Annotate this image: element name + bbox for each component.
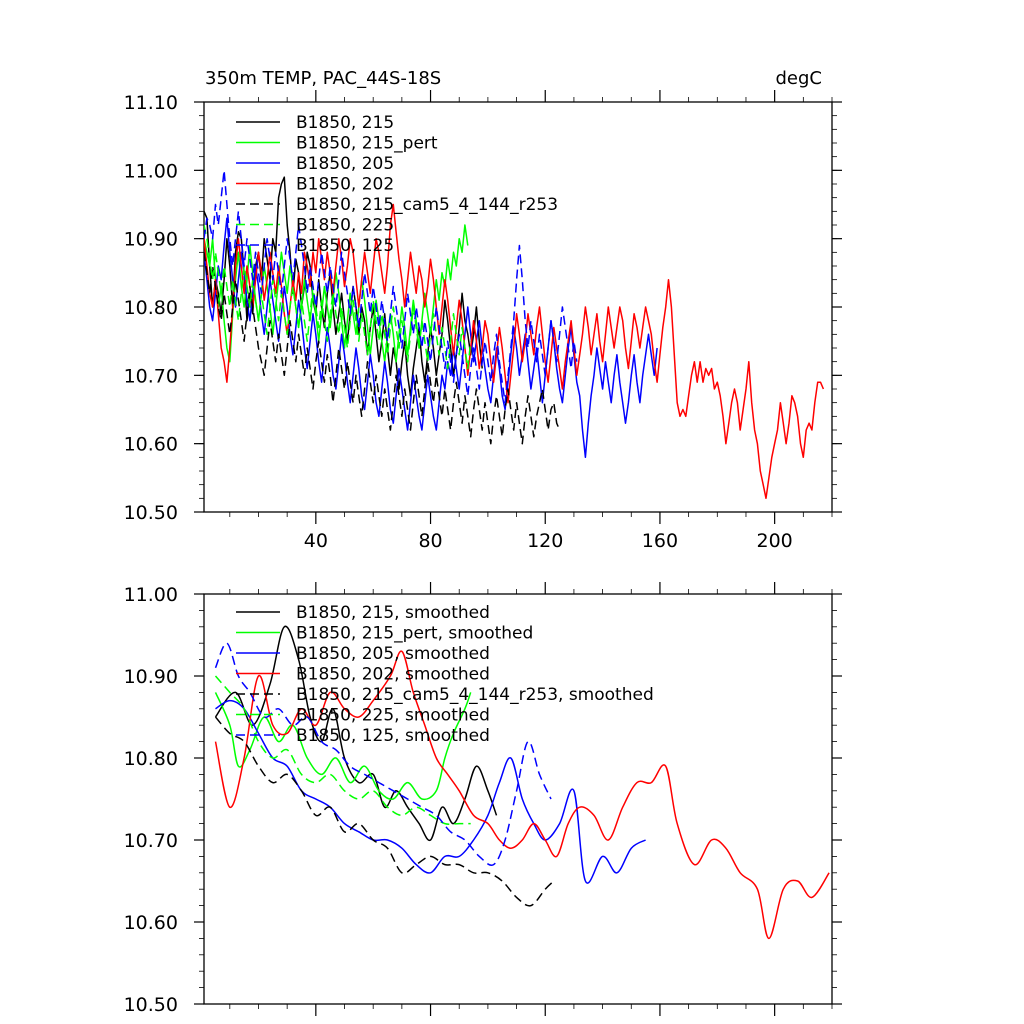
- x-tick-label: 160: [642, 530, 678, 552]
- legend-label: B1850, 202: [296, 175, 394, 195]
- y-tick-label: 10.90: [124, 666, 178, 688]
- series-line: [204, 252, 561, 445]
- bottom-panel: 10.50 10.60 10.70 10.80 10.90 11.00 B1850, 215…: [124, 582, 842, 1016]
- legend-label: B1850, 215, smoothed: [296, 603, 490, 623]
- series-line: [214, 625, 498, 842]
- legend-label: B1850, 125: [296, 236, 394, 256]
- legend-label: B1850, 205: [296, 154, 394, 174]
- plot-area: [204, 169, 825, 500]
- y-tick-label: 10.80: [124, 297, 178, 319]
- series-line: [204, 224, 472, 370]
- x-tick-label: 200: [757, 530, 793, 552]
- chart-title: 350m TEMP, PAC_44S-18S: [205, 68, 441, 89]
- legend-label: B1850, 215_cam5_4_144_r253: [296, 195, 558, 215]
- y-tick-label: 10.50: [124, 502, 178, 524]
- y-tick-label: 11.00: [124, 160, 178, 182]
- y-tick-label: 10.60: [124, 912, 178, 934]
- legend-label: B1850, 125, smoothed: [296, 726, 490, 746]
- y-tick-label: 10.90: [124, 229, 178, 251]
- x-tick-label: 80: [418, 530, 442, 552]
- y-tick-label: 10.70: [124, 830, 178, 852]
- legend-label: B1850, 205, smoothed: [296, 644, 490, 664]
- series-line: [214, 642, 552, 866]
- x-tick-label: 120: [527, 530, 563, 552]
- series-line: [214, 650, 830, 940]
- y-tick-label: 11.00: [124, 584, 178, 606]
- y-tick-label: 10.70: [124, 365, 178, 387]
- legend-label: B1850, 225: [296, 216, 394, 236]
- series-line: [204, 203, 825, 500]
- series-line: [214, 675, 471, 825]
- x-tick-label: 40: [304, 530, 328, 552]
- legend-label: B1850, 215_pert: [296, 134, 438, 154]
- series-line: [204, 217, 658, 459]
- y-tick-label: 11.10: [124, 92, 178, 114]
- legend-label: B1850, 202, smoothed: [296, 665, 490, 685]
- legend-label: B1850, 215_cam5_4_144_r253, smoothed: [296, 685, 654, 705]
- legend-label: B1850, 225, smoothed: [296, 706, 490, 726]
- legend-label: B1850, 215: [296, 113, 394, 133]
- y-tick-label: 10.80: [124, 748, 178, 770]
- y-tick-label: 10.50: [124, 994, 178, 1016]
- legend-label: B1850, 215_pert, smoothed: [296, 624, 533, 644]
- plot-frame: [203, 593, 833, 1005]
- plot-area: [214, 625, 830, 940]
- y-tick-label: 10.60: [124, 434, 178, 456]
- units-label: degC: [776, 68, 823, 89]
- series-line: [215, 699, 646, 884]
- top-panel: 10.50 10.60 10.70 10.80 10.90 11.00 11.10 40 80 1…: [124, 90, 842, 552]
- series-line: [214, 716, 555, 907]
